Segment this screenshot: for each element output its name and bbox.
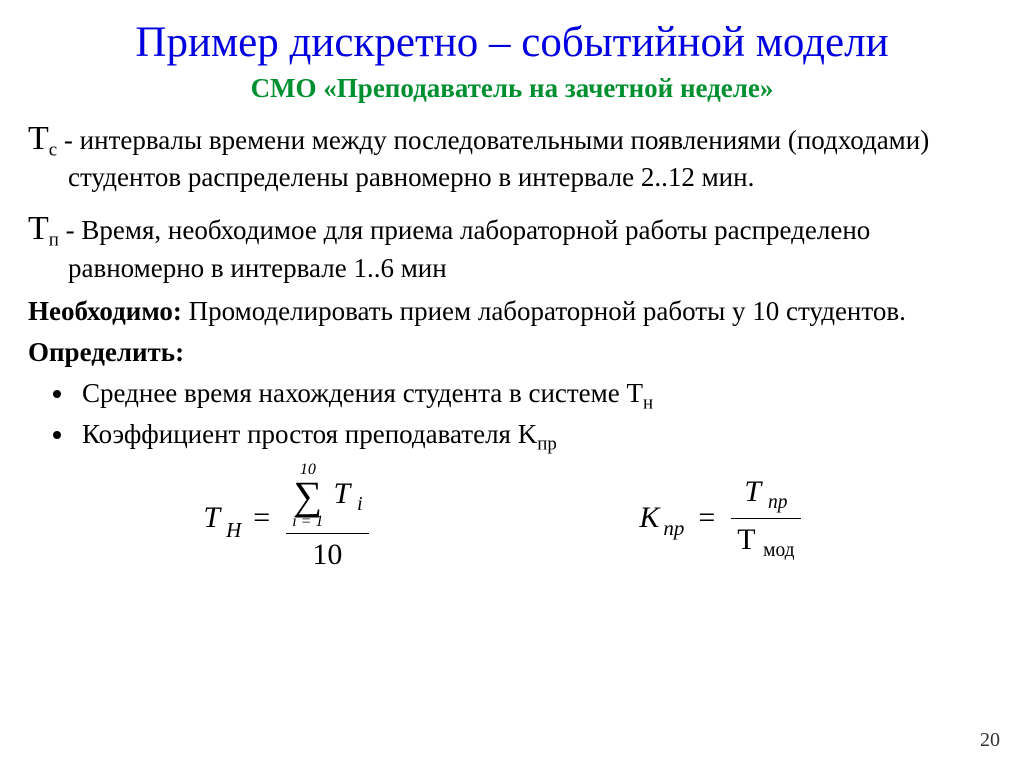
formula-kpr-lhs: K пр <box>639 500 682 537</box>
lhs-sub: Н <box>226 518 241 544</box>
page-number: 20 <box>980 729 1000 752</box>
task-need: Необходимо: Промоделировать прием лабора… <box>28 295 996 328</box>
den-var: T <box>737 523 755 556</box>
lhs-sub: пр <box>663 516 684 542</box>
formula-tn-frac: 10 ∑ i = 1 T i 10 <box>286 462 368 574</box>
define-label: Определить: <box>28 337 184 367</box>
formula-kpr-frac: T np T мод <box>731 474 800 563</box>
sigma-icon: ∑ <box>294 478 323 514</box>
bullet-sub: н <box>643 392 653 413</box>
tc-dash: - <box>57 125 80 155</box>
need-text: Промоделировать прием лабораторной работ… <box>182 296 906 326</box>
sigma-block: 10 ∑ i = 1 <box>292 462 323 530</box>
definition-tp: Tп - Время, необходимое для приема лабор… <box>28 208 996 284</box>
fraction-bar <box>731 518 800 519</box>
den-sub: мод <box>763 540 794 561</box>
formula-tn: T Н = 10 ∑ i = 1 T i <box>203 462 368 574</box>
list-item: Коэффициент простоя преподавателя Kпр <box>76 416 996 457</box>
tp-dash: - <box>59 215 82 245</box>
fraction-bar <box>286 533 368 534</box>
definition-tc: Tс - интервалы времени между последовате… <box>28 118 996 194</box>
tp-text: Время, необходимое для приема лабораторн… <box>68 215 870 282</box>
frac-denominator: 10 <box>306 537 348 574</box>
bullet-text: Среднее время нахождения студента в сист… <box>82 378 643 408</box>
formulas-row: T Н = 10 ∑ i = 1 T i <box>28 462 996 574</box>
term-var: T <box>333 477 349 510</box>
slide: Пример дискретно – событийной модели СМО… <box>0 0 1024 768</box>
formula-tn-lhs: T Н <box>203 500 237 537</box>
slide-subtitle: СМО «Преподаватель на зачетной неделе» <box>28 73 996 104</box>
lhs-var: K <box>639 500 659 537</box>
task-define: Определить: <box>28 336 996 369</box>
frac-denominator: T мод <box>731 522 800 563</box>
var-tc-sub: с <box>49 139 57 160</box>
list-item: Среднее время нахождения студента в сист… <box>76 375 996 416</box>
define-list: Среднее время нахождения студента в сист… <box>28 375 996 457</box>
frac-numerator: 10 ∑ i = 1 T i <box>286 462 368 530</box>
equals-sign: = <box>698 500 715 537</box>
num-var: T <box>744 475 760 508</box>
need-label: Необходимо: <box>28 296 182 326</box>
var-tc: T <box>28 120 49 157</box>
slide-title: Пример дискретно – событийной модели <box>28 18 996 67</box>
equals-sign: = <box>253 500 270 537</box>
bullet-text: Коэффициент простоя преподавателя K <box>82 419 537 449</box>
sum-term: T i <box>333 476 362 517</box>
frac-numerator: T np <box>738 474 793 515</box>
formula-kpr: K пр = T np T мод <box>639 474 800 563</box>
term-sub: i <box>357 494 362 515</box>
num-sub: np <box>768 492 788 513</box>
tc-text: интервалы времени между последовательным… <box>68 125 929 192</box>
sum-lower: i = 1 <box>292 514 323 530</box>
lhs-var: T <box>203 500 220 537</box>
var-tp: T <box>28 210 49 247</box>
slide-body: Tс - интервалы времени между последовате… <box>28 118 996 574</box>
var-tp-sub: п <box>49 230 59 251</box>
bullet-sub: пр <box>537 433 557 454</box>
